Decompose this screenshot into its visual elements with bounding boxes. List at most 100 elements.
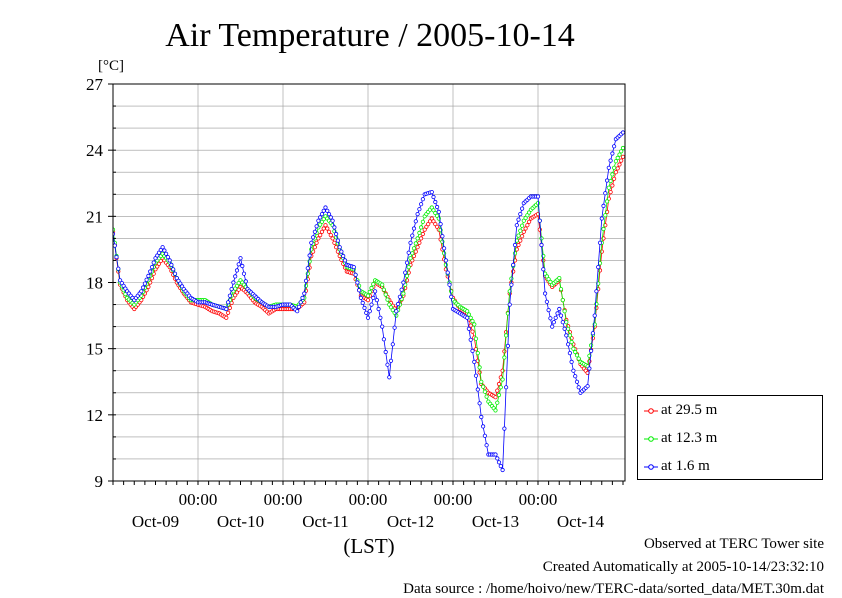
data-point [323, 223, 328, 228]
data-point [473, 373, 479, 378]
data-point [408, 256, 413, 261]
data-point [477, 365, 482, 370]
data-point [410, 233, 415, 238]
data-point [316, 236, 321, 241]
data-point [479, 379, 484, 384]
data-point [144, 277, 149, 282]
data-point [468, 323, 473, 328]
data-point [381, 337, 386, 342]
data-point [466, 326, 471, 331]
data-point [613, 170, 619, 175]
data-point [146, 273, 151, 278]
data-point [116, 266, 121, 271]
data-point [392, 325, 397, 330]
data-point [139, 289, 144, 294]
data-point [558, 313, 564, 318]
data-point [592, 313, 597, 318]
x-day-label: Oct-09 [132, 512, 179, 531]
data-point [507, 302, 512, 307]
data-point [619, 158, 624, 163]
data-point [383, 349, 388, 355]
data-point [445, 270, 450, 275]
data-point [395, 301, 401, 307]
chart-title: Air Temperature / 2005-10-14 [165, 17, 575, 54]
data-point [148, 269, 153, 274]
data-point [318, 233, 323, 238]
data-point [371, 295, 376, 300]
data-point [565, 326, 571, 331]
data-point [300, 295, 305, 300]
data-point [243, 279, 248, 284]
data-point [387, 375, 392, 380]
data-point [113, 243, 117, 248]
data-point [523, 215, 528, 221]
data-point [367, 309, 372, 314]
data-point [597, 268, 603, 273]
data-point [495, 456, 500, 461]
data-point [227, 293, 232, 298]
data-point [502, 355, 507, 360]
data-point [380, 324, 385, 329]
x-time-tick-label: 00:00 [349, 490, 388, 509]
data-point [610, 172, 615, 177]
data-point [438, 222, 443, 227]
data-point [519, 234, 525, 239]
data-point [426, 222, 431, 227]
data-point [169, 262, 174, 267]
data-point [495, 400, 500, 405]
data-point [546, 307, 551, 313]
data-point [296, 304, 301, 309]
data-point [542, 291, 548, 296]
data-point [241, 271, 247, 276]
data-point [557, 275, 562, 281]
data-point [420, 197, 425, 202]
data-point [588, 343, 594, 348]
data-point [535, 194, 541, 199]
data-point [433, 199, 438, 205]
data-point [335, 238, 340, 243]
data-point [557, 306, 562, 312]
data-point [302, 291, 307, 296]
data-point [496, 460, 502, 465]
data-point [226, 300, 231, 305]
legend-item-29-5m: at 29.5 m [638, 401, 822, 421]
data-point [505, 343, 510, 348]
data-point [339, 249, 344, 254]
data-point [385, 297, 390, 302]
data-point [573, 349, 578, 355]
data-point [164, 251, 169, 256]
data-point [142, 281, 147, 286]
data-point [500, 467, 505, 473]
data-point [567, 333, 573, 338]
footer-observed-at: Observed at TERC Tower site [643, 536, 824, 552]
data-point [475, 387, 480, 392]
data-point [172, 271, 178, 276]
data-point [606, 165, 611, 170]
data-point [328, 233, 333, 238]
x-axis-label: (LST) [343, 534, 394, 558]
x-day-label: Oct-10 [217, 512, 264, 531]
data-point [231, 280, 236, 285]
data-point [599, 216, 604, 221]
x-day-label: Oct-13 [472, 512, 519, 531]
data-point [518, 228, 523, 233]
data-point [503, 333, 509, 338]
data-point [512, 242, 518, 248]
data-point [617, 152, 622, 157]
data-point [323, 205, 328, 210]
data-point [314, 240, 319, 245]
data-point [418, 236, 424, 241]
data-point [608, 178, 613, 184]
data-point [224, 315, 229, 320]
data-point [603, 191, 608, 196]
legend-marker-1-6m [644, 464, 658, 470]
data-point [418, 202, 424, 207]
data-point [493, 408, 498, 413]
data-point [326, 212, 332, 217]
data-point [365, 297, 371, 303]
data-point [509, 276, 514, 281]
data-point [118, 278, 123, 283]
data-point [470, 329, 475, 334]
footer-created-at: Created Automatically at 2005-10-14/23:3… [542, 559, 824, 575]
